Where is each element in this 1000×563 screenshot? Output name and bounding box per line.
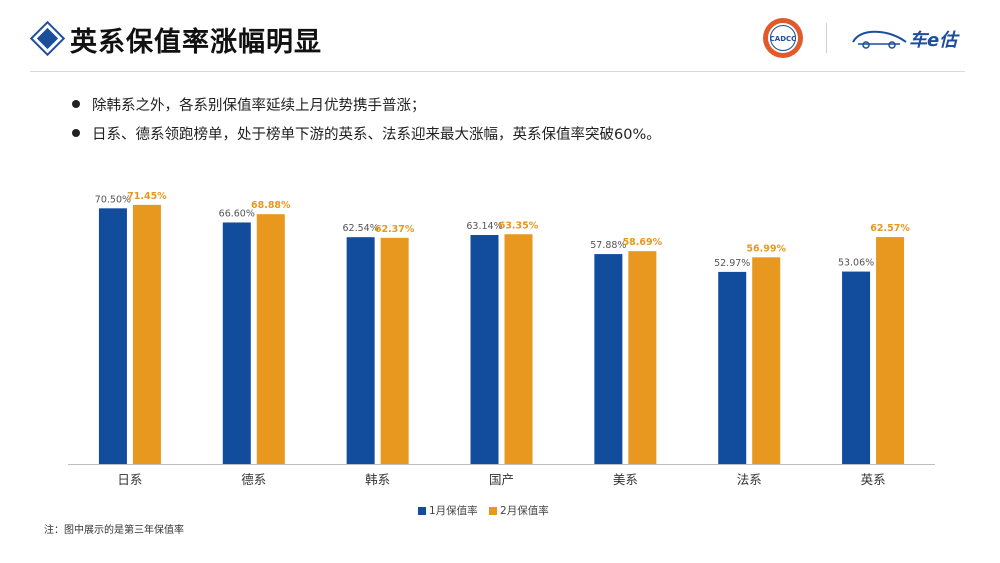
data-label: 66.60% [219,208,255,219]
data-label: 53.06% [838,258,874,269]
bar-1 [346,237,375,464]
legend-label: 2月保值率 [500,505,549,517]
bar-1 [98,208,127,464]
legend-label: 1月保值率 [429,505,478,517]
bar-1 [842,271,871,464]
category-label: 韩系 [365,472,390,487]
cadcc-logo-text: CADCC [770,35,797,43]
data-label: 63.35% [499,220,539,231]
header: 英系保值率涨幅明显 CADCC 车e估 [0,0,1000,72]
bar-1 [222,222,251,464]
bar-2 [752,257,781,464]
data-label: 57.88% [590,240,626,251]
bar-1 [470,235,499,464]
page-title: 英系保值率涨幅明显 [70,27,322,58]
category-label: 法系 [737,472,762,487]
category-label: 美系 [613,472,638,487]
car-icon [852,30,907,49]
data-label: 70.50% [95,194,131,205]
cadcc-logo: CADCC [763,18,803,58]
bullet-text: 日系、德系领跑榜单，处于榜单下游的英系、法系迎来最大涨幅，英系保值率突破60%。 [92,127,661,143]
data-label: 56.99% [746,243,786,254]
bar-1 [718,271,747,464]
category-label: 国产 [489,472,514,487]
category-label: 日系 [117,472,142,487]
bar-2 [876,237,905,464]
bar-2 [132,204,161,464]
bar-1 [594,254,623,464]
legend-item-series2: 2月保值率 [489,503,549,518]
data-label: 62.57% [870,223,910,234]
logo-divider [826,23,827,53]
legend-swatch [418,507,426,515]
legend-swatch [489,507,498,515]
data-label: 58.69% [623,237,663,248]
data-label: 68.88% [251,200,291,211]
bar-2 [380,237,409,464]
header-divider [30,71,965,72]
category-label: 德系 [241,472,266,487]
data-label: 52.97% [714,258,750,269]
car-logo-text: 车e估 [909,30,958,51]
data-label: 62.37% [375,224,415,235]
bullet-text: 除韩系之外，各系别保值率延续上月优势携手普涨； [92,98,426,114]
data-label: 63.14% [466,221,502,232]
bullet-dot [72,100,80,108]
data-label: 71.45% [127,191,167,202]
legend: 1月保值率 2月保值率 [418,503,557,518]
bullet-dot [72,129,80,137]
bar-2 [628,251,657,464]
footnote: 注：图中展示的是第三年保值率 [44,525,184,536]
category-label: 英系 [861,472,886,487]
legend-item-series1: 1月保值率 [418,503,478,518]
data-label: 62.54% [343,223,379,234]
bar-2 [256,214,285,464]
bar-2 [504,234,533,464]
